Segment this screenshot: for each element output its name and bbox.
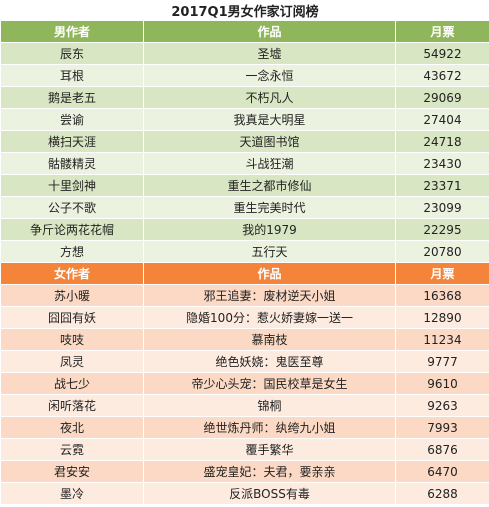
data-row: 骷髅精灵 斗战狂潮 23430 bbox=[0, 152, 489, 175]
cell: 覆手繁华 bbox=[143, 438, 396, 461]
title-row: 2017Q1男女作家订阅榜 bbox=[0, 0, 489, 21]
cell: 29069 bbox=[394, 86, 489, 109]
data-row: 云霓 覆手繁华 6876 bbox=[0, 438, 489, 461]
cell: 斗战狂潮 bbox=[143, 152, 396, 175]
cell: 君安安 bbox=[0, 460, 144, 483]
data-row: 公子不歌 重生完美时代 23099 bbox=[0, 196, 489, 219]
cell: 重生完美时代 bbox=[143, 196, 396, 219]
cell: 不朽凡人 bbox=[143, 86, 396, 109]
data-row: 君安安 盛宠皇妃：夫君，要亲亲 6470 bbox=[0, 460, 489, 483]
cell: 凤灵 bbox=[0, 350, 144, 373]
cell: 囧囧有妖 bbox=[0, 306, 144, 329]
cell: 耳根 bbox=[0, 64, 144, 87]
cell: 天道图书馆 bbox=[143, 130, 396, 153]
cell: 公子不歌 bbox=[0, 196, 144, 219]
data-row: 凤灵 绝色妖娆：鬼医至尊 9777 bbox=[0, 350, 489, 373]
cell: 43672 bbox=[394, 64, 489, 87]
cell: 五行天 bbox=[143, 240, 396, 263]
cell: 夜北 bbox=[0, 416, 144, 439]
header-row: 男作者 作品 月票 bbox=[0, 20, 489, 43]
cell: 争斤论两花花帽 bbox=[0, 218, 144, 241]
data-row: 夜北 绝世炼丹师：纨绔九小姐 7993 bbox=[0, 416, 489, 439]
cell: 盛宠皇妃：夫君，要亲亲 bbox=[143, 460, 396, 483]
cell: 绝世炼丹师：纨绔九小姐 bbox=[143, 416, 396, 439]
header-cell: 女作者 bbox=[0, 262, 144, 285]
cell: 23099 bbox=[394, 196, 489, 219]
data-row: 囧囧有妖 隐婚100分：惹火娇妻嫁一送一 12890 bbox=[0, 306, 489, 329]
cell: 9263 bbox=[394, 394, 489, 417]
cell: 23371 bbox=[394, 174, 489, 197]
data-row: 墨冷 反派BOSS有毒 6288 bbox=[0, 482, 489, 505]
cell: 反派BOSS有毒 bbox=[143, 482, 396, 505]
cell: 9777 bbox=[394, 350, 489, 373]
data-row: 方想 五行天 20780 bbox=[0, 240, 489, 263]
cell: 重生之都市修仙 bbox=[143, 174, 396, 197]
data-row: 苏小暖 邪王追妻：废材逆天小姐 16368 bbox=[0, 284, 489, 307]
cell: 慕南枝 bbox=[143, 328, 396, 351]
cell: 22295 bbox=[394, 218, 489, 241]
cell: 54922 bbox=[394, 42, 489, 65]
cell: 十里剑神 bbox=[0, 174, 144, 197]
data-row: 吱吱 慕南枝 11234 bbox=[0, 328, 489, 351]
cell: 尝谕 bbox=[0, 108, 144, 131]
data-row: 争斤论两花花帽 我的1979 22295 bbox=[0, 218, 489, 241]
cell: 27404 bbox=[394, 108, 489, 131]
data-row: 十里剑神 重生之都市修仙 23371 bbox=[0, 174, 489, 197]
data-row: 横扫天涯 天道图书馆 24718 bbox=[0, 130, 489, 153]
cell: 方想 bbox=[0, 240, 144, 263]
cell: 鹅是老五 bbox=[0, 86, 144, 109]
cell: 我真是大明星 bbox=[143, 108, 396, 131]
cell: 16368 bbox=[394, 284, 489, 307]
cell: 闲听落花 bbox=[0, 394, 144, 417]
cell: 12890 bbox=[394, 306, 489, 329]
table-title: 2017Q1男女作家订阅榜 bbox=[0, 0, 489, 21]
cell: 20780 bbox=[394, 240, 489, 263]
cell: 锦桐 bbox=[143, 394, 396, 417]
cell: 邪王追妻：废材逆天小姐 bbox=[143, 284, 396, 307]
cell: 11234 bbox=[394, 328, 489, 351]
cell: 圣墟 bbox=[143, 42, 396, 65]
cell: 云霓 bbox=[0, 438, 144, 461]
cell: 7993 bbox=[394, 416, 489, 439]
cell: 6470 bbox=[394, 460, 489, 483]
cell: 吱吱 bbox=[0, 328, 144, 351]
cell: 我的1979 bbox=[143, 218, 396, 241]
data-row: 尝谕 我真是大明星 27404 bbox=[0, 108, 489, 131]
cell: 骷髅精灵 bbox=[0, 152, 144, 175]
cell: 24718 bbox=[394, 130, 489, 153]
data-row: 鹅是老五 不朽凡人 29069 bbox=[0, 86, 489, 109]
cell: 隐婚100分：惹火娇妻嫁一送一 bbox=[143, 306, 396, 329]
cell: 23430 bbox=[394, 152, 489, 175]
cell: 9610 bbox=[394, 372, 489, 395]
cell: 战七少 bbox=[0, 372, 144, 395]
cell: 6876 bbox=[394, 438, 489, 461]
header-cell: 作品 bbox=[143, 262, 396, 285]
cell: 苏小暖 bbox=[0, 284, 144, 307]
cell: 绝色妖娆：鬼医至尊 bbox=[143, 350, 396, 373]
cell: 6288 bbox=[394, 482, 489, 505]
header-cell: 作品 bbox=[143, 20, 396, 43]
header-cell: 男作者 bbox=[0, 20, 144, 43]
cell: 一念永恒 bbox=[143, 64, 396, 87]
cell: 横扫天涯 bbox=[0, 130, 144, 153]
header-cell: 月票 bbox=[394, 262, 489, 285]
header-cell: 月票 bbox=[394, 20, 489, 43]
data-row: 闲听落花 锦桐 9263 bbox=[0, 394, 489, 417]
cell: 墨冷 bbox=[0, 482, 144, 505]
header-row: 女作者 作品 月票 bbox=[0, 262, 489, 285]
cell: 辰东 bbox=[0, 42, 144, 65]
cell: 帝少心头宠：国民校草是女生 bbox=[143, 372, 396, 395]
data-row: 战七少 帝少心头宠：国民校草是女生 9610 bbox=[0, 372, 489, 395]
data-row: 辰东 圣墟 54922 bbox=[0, 42, 489, 65]
data-row: 耳根 一念永恒 43672 bbox=[0, 64, 489, 87]
